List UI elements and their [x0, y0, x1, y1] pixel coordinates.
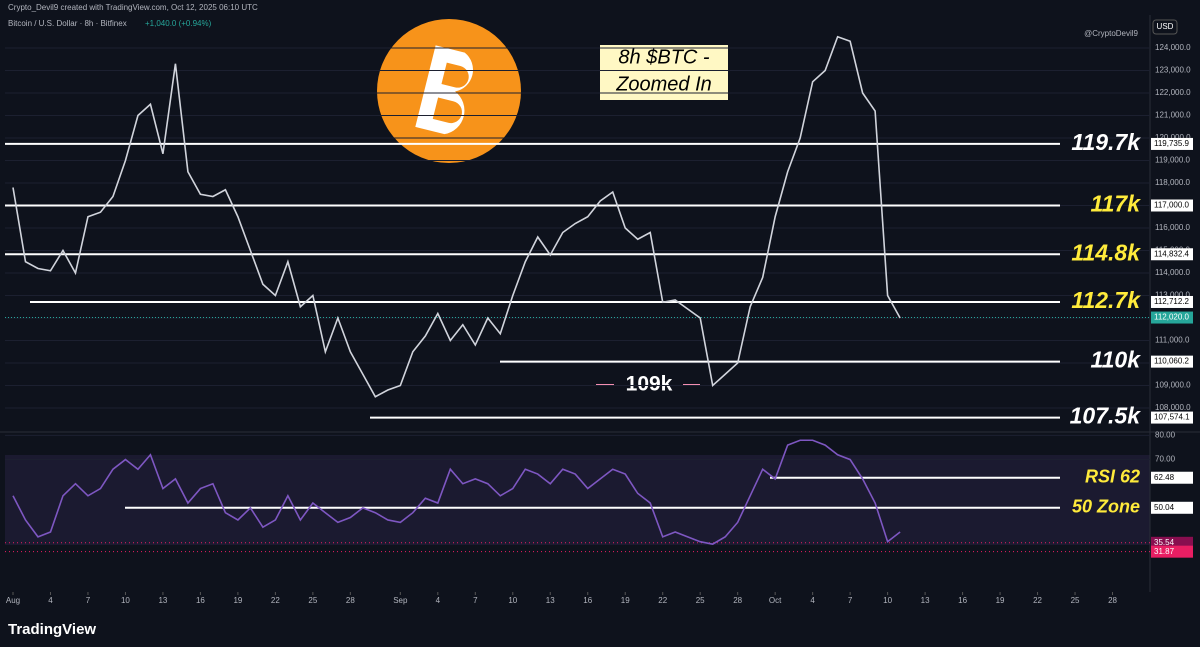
level-label: 114.8k	[1071, 239, 1141, 265]
x-tick-label: Oct	[769, 596, 782, 605]
y-tick-label: 113,000.0	[1155, 291, 1191, 300]
annotation: 109k	[626, 373, 673, 396]
title-box	[600, 45, 728, 100]
level-label: 112.7k	[1071, 287, 1141, 313]
x-tick-label: Sep	[393, 596, 408, 605]
y-tick-label: 123,000.0	[1155, 66, 1191, 75]
bitcoin-logo	[377, 19, 521, 163]
x-tick-label: 4	[810, 596, 815, 605]
y-tick-label: 109,000.0	[1155, 381, 1191, 390]
change: +1,040.0 (+0.94%)	[145, 19, 212, 28]
x-tick-label: 7	[473, 596, 478, 605]
tv-logo: TradingView	[8, 621, 96, 638]
level-label: 119.7k	[1071, 129, 1141, 155]
x-tick-label: 7	[848, 596, 853, 605]
series-line	[12, 439, 901, 545]
marker-label: 35.54	[1154, 538, 1175, 547]
x-tick-label: 22	[1033, 596, 1042, 605]
symbol: Bitcoin / U.S. Dollar · 8h · Bitfinex	[8, 19, 127, 28]
x-tick-label: 28	[346, 596, 355, 605]
level-tag-box	[1151, 137, 1193, 150]
x-tick-label: 10	[883, 596, 892, 605]
credit: Crypto_Devil9 created with TradingView.c…	[8, 3, 258, 12]
level-tag: 112,712.2	[1154, 297, 1190, 306]
currency-box	[1152, 19, 1178, 35]
series-line	[12, 35, 901, 398]
level-label: 110k	[1091, 347, 1142, 373]
x-tick-label: 19	[621, 596, 630, 605]
level-tag: 50.04	[1154, 503, 1175, 512]
y-tick-label: 119,000.0	[1155, 156, 1191, 165]
y-tick-label: 116,000.0	[1155, 223, 1191, 232]
level-tag-box	[1151, 199, 1193, 212]
x-tick-label: 16	[583, 596, 592, 605]
x-tick-label: 19	[996, 596, 1005, 605]
currency: USD	[1157, 22, 1174, 31]
title-line: 8h $BTC -	[618, 46, 709, 68]
y-tick-label: 120,000.0	[1155, 133, 1191, 142]
level-tag: 110,060.2	[1154, 357, 1190, 366]
x-tick-label: 28	[1108, 596, 1117, 605]
x-tick-label: 13	[921, 596, 930, 605]
x-tick-label: 28	[733, 596, 742, 605]
handle: @CryptoDevil9	[1084, 29, 1138, 38]
x-tick-label: 19	[233, 596, 242, 605]
x-tick-label: 13	[546, 596, 555, 605]
y-tick-label: 121,000.0	[1155, 111, 1191, 120]
x-tick-label: 25	[696, 596, 705, 605]
marker-label: 31.87	[1154, 547, 1175, 556]
y-tick-label: 124,000.0	[1155, 43, 1191, 52]
x-tick-label: 16	[196, 596, 205, 605]
level-tag-box	[1151, 501, 1193, 514]
last-price-box	[1151, 311, 1193, 324]
x-tick-label: 10	[508, 596, 517, 605]
marker-box	[1151, 545, 1193, 558]
y-tick-label: 118,000.0	[1155, 178, 1191, 187]
x-tick-label: Aug	[6, 596, 20, 605]
x-tick-label: 7	[86, 596, 91, 605]
y-tick-label: 122,000.0	[1155, 88, 1191, 97]
level-tag: 62.48	[1154, 473, 1175, 482]
level-tag: 119,735.9	[1154, 139, 1190, 148]
y-tick-label: 111,000.0	[1155, 336, 1190, 345]
level-tag: 114,832.4	[1154, 249, 1190, 258]
y-tick-label: 114,000.0	[1155, 268, 1191, 277]
level-label: 50 Zone	[1072, 497, 1140, 517]
level-tag-box	[1151, 295, 1193, 308]
level-tag: 107,574.1	[1154, 413, 1190, 422]
x-tick-label: 10	[121, 596, 130, 605]
rsi-band	[5, 455, 1150, 545]
x-tick-label: 25	[1071, 596, 1080, 605]
y-tick-label: 70.00	[1155, 455, 1176, 464]
level-label: RSI 62	[1085, 466, 1140, 486]
x-tick-label: 13	[158, 596, 167, 605]
title-line: Zoomed In	[615, 73, 712, 95]
x-tick-label: 16	[958, 596, 967, 605]
x-tick-label: 25	[308, 596, 317, 605]
y-tick-label: 80.00	[1155, 431, 1176, 440]
x-tick-label: 22	[271, 596, 280, 605]
x-tick-label: 4	[48, 596, 53, 605]
level-tag-box	[1151, 411, 1193, 424]
y-tick-label: 108,000.0	[1155, 403, 1191, 412]
last-price-label: 112,020.0	[1154, 313, 1190, 322]
level-tag: 117,000.0	[1154, 201, 1190, 210]
level-tag-box	[1151, 471, 1193, 484]
level-label: 117k	[1091, 191, 1142, 217]
x-tick-label: 4	[436, 596, 441, 605]
x-tick-label: 22	[658, 596, 667, 605]
level-tag-box	[1151, 355, 1193, 368]
level-tag-box	[1151, 248, 1193, 261]
level-label: 107.5k	[1070, 403, 1142, 429]
